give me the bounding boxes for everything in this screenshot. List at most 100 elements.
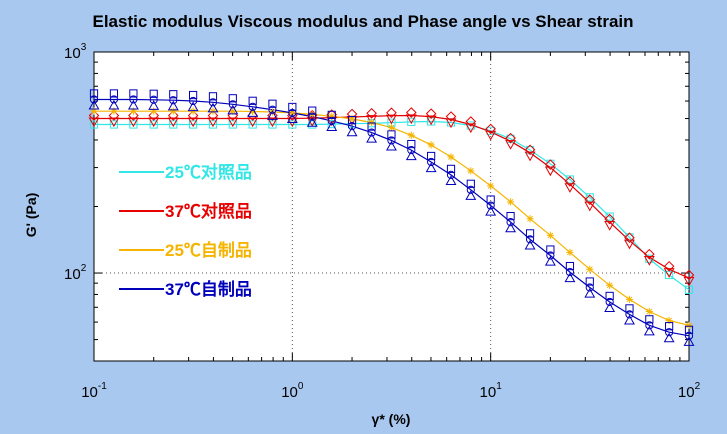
data-point-3-2-8 — [247, 107, 259, 117]
data-point-3-2-21 — [505, 222, 517, 233]
data-point-3-0-7 — [228, 94, 237, 103]
series-markers — [88, 89, 695, 346]
data-point-3-0-0 — [89, 89, 99, 98]
y-tick-label-0: 102 — [64, 263, 87, 283]
data-point-1-1-22 — [524, 151, 536, 162]
data-point-3-0-17 — [427, 151, 436, 161]
data-point-3-1-28 — [645, 321, 654, 330]
data-point-3-0-23 — [546, 245, 555, 254]
data-point-1-0-14 — [366, 107, 377, 119]
data-point-2-0-4 — [169, 107, 177, 115]
data-point-0-0-10 — [288, 120, 297, 129]
data-point-1-0-26 — [604, 213, 615, 225]
data-point-1-1-24 — [564, 183, 576, 193]
data-point-3-0-8 — [248, 96, 257, 105]
data-point-3-2-30 — [683, 336, 695, 346]
data-point-2-0-0 — [90, 107, 98, 115]
data-point-2-0-16 — [407, 131, 415, 139]
data-point-3-0-24 — [565, 261, 575, 271]
data-point-3-2-20 — [485, 205, 497, 216]
data-point-3-0-25 — [585, 277, 594, 286]
data-point-1-1-3 — [148, 117, 160, 128]
data-point-3-0-20 — [486, 195, 495, 204]
data-point-2-0-17 — [427, 141, 435, 149]
data-point-1-1-9 — [267, 117, 278, 128]
legend-label-3: 37℃自制品 — [165, 279, 252, 299]
data-point-1-1-4 — [167, 117, 179, 128]
data-point-1-1-6 — [207, 117, 219, 128]
data-point-3-0-22 — [525, 229, 535, 238]
data-point-3-2-0 — [88, 99, 100, 110]
data-point-2-0-12 — [328, 112, 336, 120]
legend-label-1: 37℃对照品 — [165, 201, 252, 221]
data-point-1-0-4 — [167, 110, 179, 121]
series-line-1 — [94, 114, 690, 279]
data-point-2-0-27 — [625, 295, 634, 303]
data-point-1-1-10 — [286, 117, 298, 128]
data-point-3-1-10 — [288, 108, 297, 118]
data-point-3-2-5 — [187, 101, 199, 112]
y-tick-label-1: 103 — [64, 42, 87, 62]
data-point-3-2-19 — [465, 190, 477, 200]
data-point-2-0-29 — [665, 316, 673, 325]
data-point-0-0-16 — [407, 117, 416, 126]
data-point-3-1-22 — [525, 235, 535, 244]
data-point-1-0-9 — [267, 110, 278, 121]
data-point-1-0-6 — [207, 110, 219, 121]
data-point-2-0-20 — [487, 182, 495, 190]
data-point-3-2-2 — [127, 99, 139, 110]
data-point-1-0-28 — [644, 248, 655, 260]
data-point-1-0-18 — [445, 111, 457, 122]
data-point-1-1-28 — [643, 256, 655, 266]
data-point-3-2-29 — [663, 332, 675, 343]
data-point-1-1-30 — [683, 276, 695, 287]
data-point-1-1-27 — [624, 239, 635, 250]
data-point-3-1-2 — [129, 95, 138, 104]
data-point-3-0-12 — [327, 110, 336, 119]
data-point-0-0-25 — [585, 193, 594, 202]
data-point-3-1-7 — [228, 100, 237, 109]
data-point-3-0-28 — [645, 315, 654, 324]
data-point-3-2-26 — [604, 302, 616, 313]
x-tick-label-0: 10-1 — [81, 381, 107, 401]
data-point-3-2-25 — [584, 287, 596, 298]
data-point-3-2-17 — [425, 162, 437, 173]
data-point-1-1-7 — [227, 117, 239, 128]
data-point-3-0-16 — [407, 139, 416, 149]
data-point-3-2-22 — [524, 239, 536, 250]
data-point-3-0-15 — [387, 130, 396, 139]
data-point-1-1-18 — [445, 118, 457, 129]
y-tick-labels: 102 103 — [64, 42, 87, 283]
data-point-3-0-6 — [208, 92, 218, 101]
data-point-1-0-23 — [545, 159, 556, 170]
data-point-0-0-2 — [129, 120, 138, 129]
data-point-3-1-14 — [367, 128, 376, 137]
data-point-2-0-24 — [566, 248, 574, 256]
data-point-3-0-4 — [169, 90, 178, 99]
data-point-3-1-15 — [387, 136, 396, 145]
x-axis-label: γ* (%) — [372, 411, 411, 427]
data-point-1-0-5 — [187, 110, 199, 121]
data-point-2-0-25 — [586, 265, 594, 273]
data-point-3-2-11 — [306, 117, 318, 127]
data-point-0-0-12 — [327, 119, 336, 129]
data-point-3-0-9 — [268, 99, 277, 108]
data-point-2-0-18 — [447, 153, 455, 161]
data-point-3-0-2 — [129, 89, 138, 98]
data-point-1-0-1 — [108, 110, 120, 121]
data-point-1-0-20 — [485, 123, 496, 135]
data-point-1-1-17 — [425, 115, 437, 126]
data-point-0-0-0 — [89, 120, 99, 129]
data-point-3-2-10 — [286, 113, 298, 124]
data-point-1-1-5 — [187, 117, 199, 128]
data-point-3-2-15 — [385, 140, 397, 151]
data-point-1-0-24 — [564, 176, 576, 187]
data-point-2-0-19 — [467, 167, 475, 175]
data-point-3-2-1 — [108, 99, 120, 110]
x-tick-label-2: 101 — [480, 381, 503, 401]
data-point-1-0-27 — [624, 232, 635, 244]
data-point-3-2-24 — [564, 272, 576, 283]
x-tick-label-3: 102 — [678, 381, 701, 401]
data-point-2-0-14 — [368, 118, 376, 127]
data-point-0-0-5 — [189, 120, 198, 129]
